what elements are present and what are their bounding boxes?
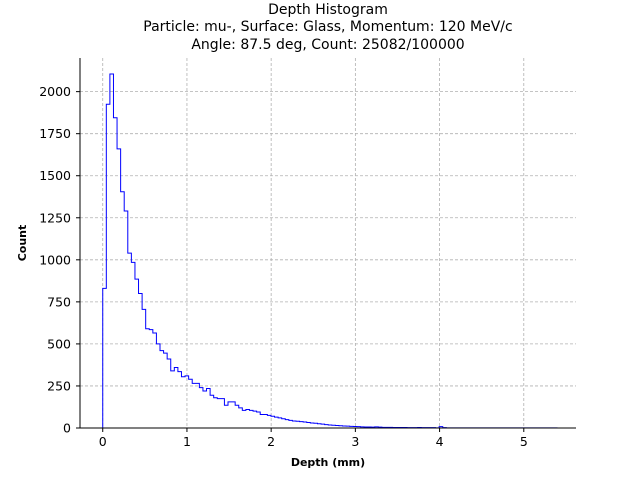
x-tick-label: 5 [520,434,528,449]
x-tick-label: 1 [183,434,191,449]
x-tick-label: 2 [267,434,275,449]
y-tick-label: 2000 [39,84,71,99]
y-axis-label: Count [16,225,29,262]
y-tick-label: 1000 [39,252,71,267]
y-tick-label: 1250 [39,210,71,225]
chart-subtitle-line-1: Particle: mu-, Surface: Glass, Momentum:… [143,19,512,35]
y-tick-label: 1750 [39,126,71,141]
y-tick-label: 250 [47,378,71,393]
x-tick-label: 3 [351,434,359,449]
x-tick-label: 4 [436,434,444,449]
x-ticks: 0 1 2 3 4 5 [99,428,528,449]
y-tick-label: 1500 [39,168,71,183]
chart-title: Depth Histogram [268,2,388,18]
y-tick-label: 500 [47,336,71,351]
y-tick-label: 750 [47,294,71,309]
histogram-step-line [102,73,558,429]
chart-subtitle-line-2: Angle: 87.5 deg, Count: 25082/100000 [191,37,464,53]
y-tick-label: 0 [63,421,71,436]
x-axis-label: Depth (mm) [291,456,365,469]
y-ticks: 0 250 500 750 1000 1250 1500 1750 2000 [39,84,80,436]
histogram-series [102,73,558,429]
grid-lines [80,58,576,429]
x-tick-label: 0 [99,434,107,449]
